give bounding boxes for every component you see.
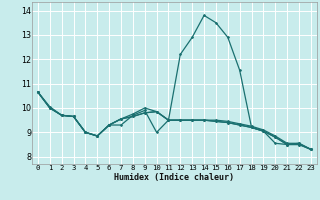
- X-axis label: Humidex (Indice chaleur): Humidex (Indice chaleur): [115, 173, 234, 182]
